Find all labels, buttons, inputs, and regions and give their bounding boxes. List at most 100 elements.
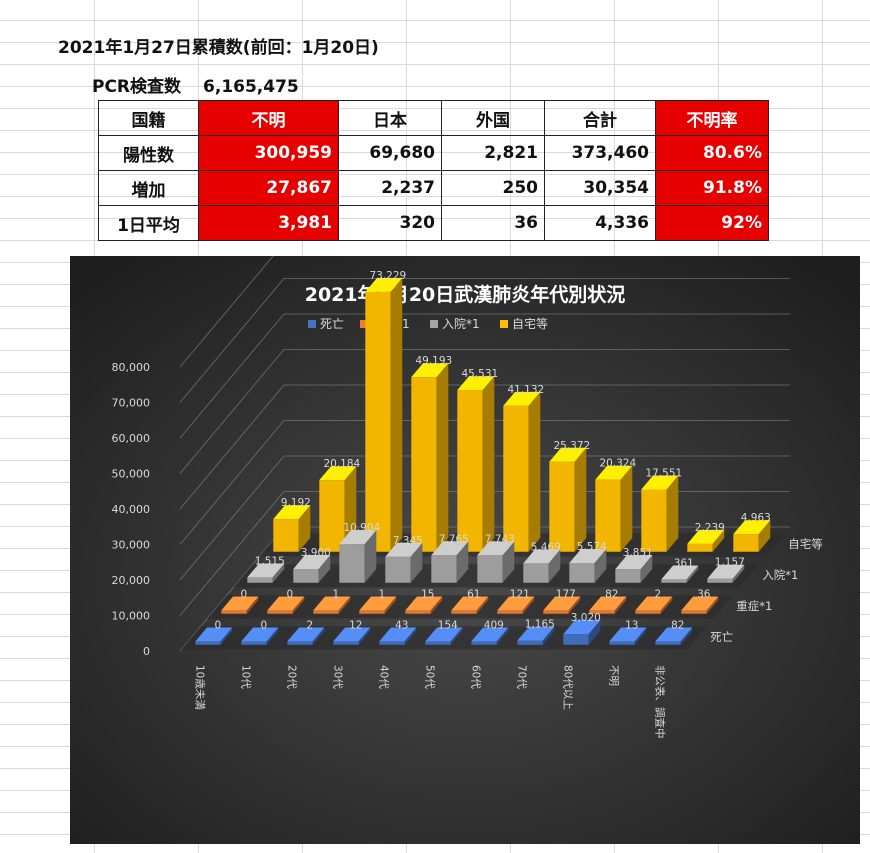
bar-死亡-top <box>471 627 509 642</box>
bar-重症*1-front <box>497 610 523 614</box>
bar-入院*1-side <box>456 541 469 583</box>
table-cell: 300,959 <box>198 135 339 171</box>
bar-死亡-side <box>542 626 555 645</box>
bar-死亡-side <box>496 627 509 645</box>
bar-死亡-top <box>655 627 693 642</box>
x-tick-label: 10代 <box>240 665 252 689</box>
bar-自宅等-front <box>319 480 345 552</box>
bar-入院*1-side <box>364 530 377 583</box>
bar-重症*1-front <box>681 610 707 614</box>
table-cell: 250 <box>441 170 545 206</box>
bar-重症*1-front <box>635 610 661 614</box>
data-label: 2 <box>306 619 313 631</box>
data-label: 0 <box>286 588 293 600</box>
series-axis-label: 自宅等 <box>788 537 823 551</box>
gridline <box>179 313 790 439</box>
bar-自宅等-side <box>758 520 771 552</box>
x-tick-label: 非公表、調査中 <box>654 665 667 739</box>
data-label: 41,132 <box>507 384 544 396</box>
bar-入院*1-front <box>431 555 457 583</box>
bar-入院*1-side <box>594 549 607 583</box>
chart-bars: 9,192 20,184 73,229 49,193 45,531 41,132 25,37… <box>195 270 771 645</box>
data-label: 45,531 <box>461 368 498 380</box>
table-cell: 36 <box>441 205 545 241</box>
bar-重症*1-side <box>706 596 719 614</box>
data-label: 25,372 <box>553 440 590 452</box>
header-cell: 日本 <box>338 100 442 136</box>
legend-swatch <box>500 320 508 328</box>
bar-死亡-front <box>379 641 405 645</box>
y-tick-label: 30,000 <box>112 539 151 552</box>
data-label: 5,574 <box>577 541 607 553</box>
data-label: 15 <box>421 588 434 600</box>
bar-入院*1-top <box>247 563 285 578</box>
bar-重症*1-front <box>221 610 247 614</box>
header-cell: 国籍 <box>98 100 199 136</box>
pcr-row: PCR検査数 6,165,475 <box>92 72 299 97</box>
bar-死亡-top <box>195 627 233 642</box>
gridline <box>179 256 274 368</box>
x-tick-label: 70代 <box>516 665 528 689</box>
bar-死亡-front <box>563 634 589 645</box>
series-axis-label: 重症*1 <box>736 599 772 613</box>
data-label: 82 <box>671 619 684 631</box>
bar-重症*1-front <box>313 610 339 614</box>
series-axis: 死亡 重症*1 入院*1 自宅等 <box>710 537 823 644</box>
bar-自宅等-top <box>687 529 725 544</box>
bar-入院*1-front <box>707 578 733 583</box>
bar-入院*1-top <box>707 564 745 579</box>
data-label: 3,851 <box>623 547 653 559</box>
bar-死亡-front <box>471 641 497 645</box>
bar-重症*1-top <box>405 596 443 611</box>
bar-死亡-side <box>588 620 601 645</box>
data-label: 12 <box>349 619 362 631</box>
header-cell: 不明率 <box>655 100 769 136</box>
bar-重症*1-top <box>543 596 581 611</box>
bar-死亡-top <box>563 620 601 635</box>
row-header-cell: 1日平均 <box>98 205 199 241</box>
bar-自宅等-front <box>411 377 437 552</box>
bar-自宅等-side <box>620 465 633 552</box>
bar-重症*1-side <box>246 596 259 614</box>
bar-重症*1-side <box>476 596 489 614</box>
gridline <box>179 278 790 403</box>
table-cell: 2,821 <box>441 135 545 171</box>
data-label: 1,515 <box>255 555 285 567</box>
bar-重症*1-front <box>359 610 385 614</box>
data-label: 7,743 <box>485 533 515 545</box>
data-label: 121 <box>510 588 530 600</box>
chart-title: 2021年1月20日武漢肺炎年代別状況 <box>305 283 626 306</box>
data-label: 0 <box>214 619 221 631</box>
bar-自宅等-side <box>482 376 495 552</box>
bar-死亡-front <box>333 641 359 645</box>
data-label: 20,184 <box>323 458 360 470</box>
bar-死亡-top <box>287 627 325 642</box>
data-label: 177 <box>556 588 576 600</box>
x-tick-label: 60代 <box>470 665 482 689</box>
table-cell: 320 <box>338 205 442 241</box>
row-header-cell: 増加 <box>98 170 199 206</box>
bar-死亡-front <box>287 641 313 645</box>
bar-重症*1-front <box>589 610 615 614</box>
gridline <box>179 384 790 510</box>
y-tick-label: 70,000 <box>112 397 151 410</box>
bar-死亡-top <box>333 627 371 642</box>
bar-重症*1-top <box>681 596 719 611</box>
bar-自宅等-side <box>436 363 449 552</box>
bar-自宅等-top <box>273 505 311 520</box>
x-tick-label: 10歳未満 <box>194 665 206 710</box>
bar-死亡-side <box>634 627 647 645</box>
y-tick-label: 40,000 <box>112 503 151 516</box>
data-label: 43 <box>395 619 408 631</box>
bar-重症*1-side <box>660 596 673 614</box>
x-tick-label: 30代 <box>332 665 344 689</box>
bar-自宅等-front <box>365 291 391 552</box>
bar-入院*1-top <box>615 555 653 570</box>
bar-重症*1-side <box>292 596 305 614</box>
bar-入院*1-side <box>318 555 331 583</box>
y-tick-label: 80,000 <box>112 361 151 374</box>
bar-入院*1-side <box>272 563 285 583</box>
bar-入院*1-front <box>615 569 641 583</box>
header-cell: 不明 <box>198 100 339 136</box>
bar-入院*1-top <box>523 549 561 564</box>
